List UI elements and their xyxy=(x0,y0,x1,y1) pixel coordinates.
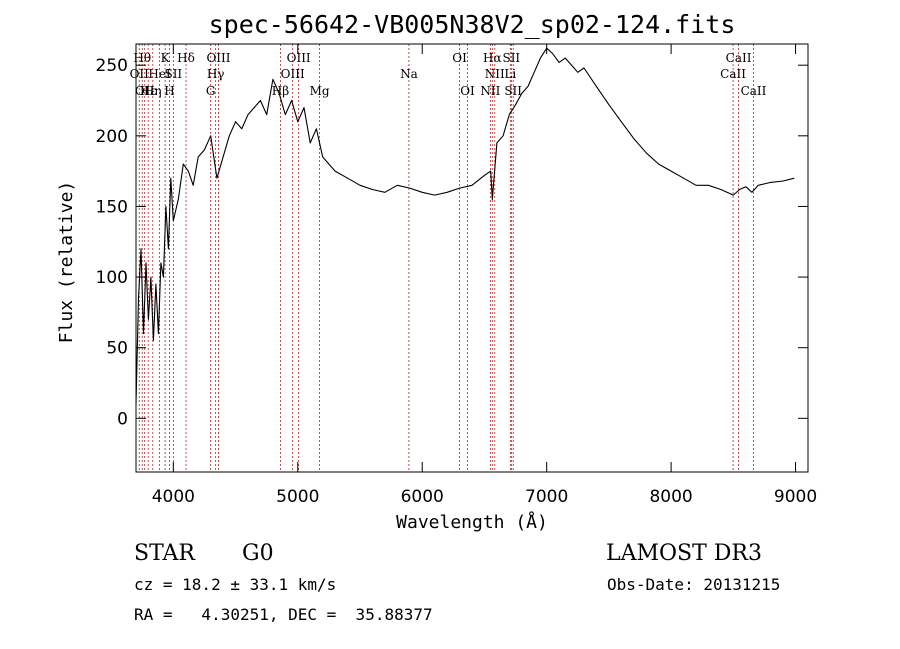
spectral-line-label: Hγ xyxy=(207,67,225,81)
spectral-line-label: Hη xyxy=(144,84,162,98)
spectral-line-label: Mg xyxy=(310,84,330,98)
spectral-line-label: H xyxy=(164,84,174,98)
plot-frame xyxy=(135,43,809,473)
line-marker-labels: OIIHθOIIHεHηHeIKHSIIHδGHγOIIIHβOIIIOIIIM… xyxy=(130,51,767,98)
object-subclass: G0 xyxy=(242,541,274,566)
x-axis-label: Wavelength (Å) xyxy=(396,511,548,533)
chart-title: spec-56642-VB005N38V2_sp02-124.fits xyxy=(209,10,736,39)
y-tick-label: 200 xyxy=(96,127,128,147)
x-tick-label: 4000 xyxy=(152,487,195,507)
y-tick-label: 0 xyxy=(117,409,128,429)
object-class: STAR xyxy=(134,541,196,566)
x-tick-label: 7000 xyxy=(525,487,568,507)
axis-ticks: 4000 5000 6000 7000 8000 9000 0 50 100 150 200 250 xyxy=(96,44,817,507)
x-tick-label: 6000 xyxy=(401,487,444,507)
spectral-line-label: CaII xyxy=(741,84,767,98)
spectral-line-label: OI xyxy=(460,84,475,98)
spectral-line-label: SII xyxy=(502,51,520,65)
spectral-line-label: SII xyxy=(504,84,522,98)
y-tick-label: 150 xyxy=(96,197,128,217)
spectral-line-label: Hδ xyxy=(177,51,195,65)
spectral-line-label: Hθ xyxy=(133,51,151,65)
ra-dec-coordinates: RA = 4.30251, DEC = 35.88377 xyxy=(134,605,433,624)
spectral-line-label: Hβ xyxy=(272,84,289,98)
spectral-line-label: K xyxy=(161,51,171,65)
spectral-line-label: CaII xyxy=(720,67,746,81)
spectral-line-label: OIII xyxy=(206,51,230,65)
spectral-line-label: HeI xyxy=(148,67,171,81)
y-tick-label: 250 xyxy=(96,56,128,76)
spectral-line-label: NII xyxy=(480,84,500,98)
x-tick-label: 9000 xyxy=(774,487,817,507)
spectral-line-label: Hε xyxy=(140,84,157,98)
spectral-line-label: OIII xyxy=(287,51,311,65)
spectral-line-label: Na xyxy=(400,67,418,81)
redshift-velocity: cz = 18.2 ± 33.1 km/s xyxy=(134,575,336,594)
spectral-line-label: OI xyxy=(452,51,467,65)
line-markers xyxy=(138,44,754,472)
observation-date: Obs-Date: 20131215 xyxy=(607,575,780,594)
x-tick-label: 8000 xyxy=(649,487,692,507)
spectrum-line xyxy=(135,47,795,405)
spectral-line-label: Hα xyxy=(483,51,502,65)
spectral-line-label: OIII xyxy=(281,67,305,81)
spectral-line-label: NII xyxy=(485,67,505,81)
y-tick-label: 50 xyxy=(106,339,128,359)
y-tick-label: 100 xyxy=(96,268,128,288)
spectral-line-label: Li xyxy=(504,67,516,81)
survey-name: LAMOST DR3 xyxy=(606,541,762,566)
spectral-line-label: CaII xyxy=(726,51,752,65)
spectral-line-label: OII xyxy=(135,84,155,98)
spectral-line-label: G xyxy=(206,84,216,98)
x-tick-label: 5000 xyxy=(276,487,319,507)
spectral-line-label: SII xyxy=(164,67,182,81)
y-axis-label: Flux (relative) xyxy=(56,181,77,344)
spectral-line-label: OII xyxy=(130,67,150,81)
